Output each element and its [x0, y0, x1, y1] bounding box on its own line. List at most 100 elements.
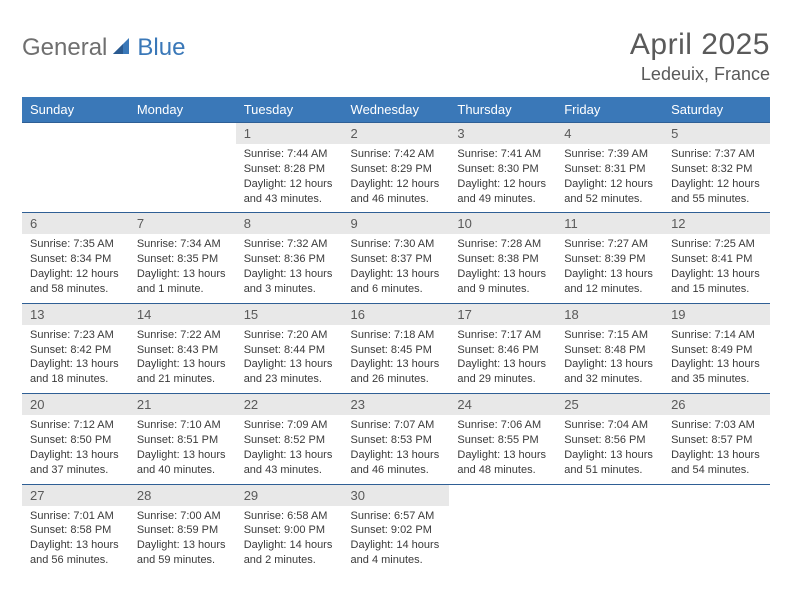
daylight-line: Daylight: 12 hours and 43 minutes.: [244, 178, 333, 205]
day-number-empty: [663, 485, 770, 506]
sunset-line: Sunset: 8:58 PM: [30, 524, 111, 536]
logo-sail-icon: [111, 36, 133, 61]
daylight-line: Daylight: 13 hours and 54 minutes.: [671, 449, 760, 476]
day-body: Sunrise: 7:34 AMSunset: 8:35 PMDaylight:…: [129, 234, 236, 302]
daylight-line: Daylight: 13 hours and 1 minute.: [137, 268, 226, 295]
header: General Blue April 2025 Ledeuix, France: [22, 28, 770, 85]
day-body: Sunrise: 7:17 AMSunset: 8:46 PMDaylight:…: [449, 325, 556, 393]
sunset-line: Sunset: 8:32 PM: [671, 163, 752, 175]
sunset-line: Sunset: 8:52 PM: [244, 434, 325, 446]
sunset-line: Sunset: 8:31 PM: [564, 163, 645, 175]
daylight-line: Daylight: 13 hours and 46 minutes.: [351, 449, 440, 476]
sunrise-line: Sunrise: 7:37 AM: [671, 148, 755, 160]
calendar-cell: 22Sunrise: 7:09 AMSunset: 8:52 PMDayligh…: [236, 394, 343, 484]
sunset-line: Sunset: 8:48 PM: [564, 344, 645, 356]
daylight-line: Daylight: 13 hours and 43 minutes.: [244, 449, 333, 476]
calendar-cell: 18Sunrise: 7:15 AMSunset: 8:48 PMDayligh…: [556, 303, 663, 393]
calendar-cell: 2Sunrise: 7:42 AMSunset: 8:29 PMDaylight…: [343, 123, 450, 213]
day-body: Sunrise: 7:32 AMSunset: 8:36 PMDaylight:…: [236, 234, 343, 302]
day-number: 24: [449, 394, 556, 415]
day-number: 30: [343, 485, 450, 506]
calendar-cell: 1Sunrise: 7:44 AMSunset: 8:28 PMDaylight…: [236, 123, 343, 213]
daylight-line: Daylight: 13 hours and 23 minutes.: [244, 358, 333, 385]
logo: General Blue: [22, 28, 185, 62]
day-body-empty: [22, 144, 129, 202]
daylight-line: Daylight: 13 hours and 15 minutes.: [671, 268, 760, 295]
sunset-line: Sunset: 8:53 PM: [351, 434, 432, 446]
day-body: Sunrise: 6:57 AMSunset: 9:02 PMDaylight:…: [343, 506, 450, 574]
daylight-line: Daylight: 13 hours and 12 minutes.: [564, 268, 653, 295]
day-body: Sunrise: 7:44 AMSunset: 8:28 PMDaylight:…: [236, 144, 343, 212]
calendar-cell: 13Sunrise: 7:23 AMSunset: 8:42 PMDayligh…: [22, 303, 129, 393]
day-number: 17: [449, 304, 556, 325]
day-number: 15: [236, 304, 343, 325]
day-number: 23: [343, 394, 450, 415]
daylight-line: Daylight: 12 hours and 46 minutes.: [351, 178, 440, 205]
sunset-line: Sunset: 8:42 PM: [30, 344, 111, 356]
sunrise-line: Sunrise: 7:17 AM: [457, 329, 541, 341]
daylight-line: Daylight: 13 hours and 59 minutes.: [137, 539, 226, 566]
day-body: Sunrise: 7:18 AMSunset: 8:45 PMDaylight:…: [343, 325, 450, 393]
day-number: 19: [663, 304, 770, 325]
daylight-line: Daylight: 13 hours and 9 minutes.: [457, 268, 546, 295]
calendar-cell: 16Sunrise: 7:18 AMSunset: 8:45 PMDayligh…: [343, 303, 450, 393]
daylight-line: Daylight: 13 hours and 6 minutes.: [351, 268, 440, 295]
calendar-cell: 14Sunrise: 7:22 AMSunset: 8:43 PMDayligh…: [129, 303, 236, 393]
sunset-line: Sunset: 8:44 PM: [244, 344, 325, 356]
sunrise-line: Sunrise: 7:18 AM: [351, 329, 435, 341]
sunrise-line: Sunrise: 7:10 AM: [137, 419, 221, 431]
calendar-cell: 7Sunrise: 7:34 AMSunset: 8:35 PMDaylight…: [129, 213, 236, 303]
sunset-line: Sunset: 9:00 PM: [244, 524, 325, 536]
calendar-body: 1Sunrise: 7:44 AMSunset: 8:28 PMDaylight…: [22, 123, 770, 574]
calendar-week: 20Sunrise: 7:12 AMSunset: 8:50 PMDayligh…: [22, 394, 770, 484]
sunrise-line: Sunrise: 7:39 AM: [564, 148, 648, 160]
sunrise-line: Sunrise: 7:42 AM: [351, 148, 435, 160]
daylight-line: Daylight: 13 hours and 48 minutes.: [457, 449, 546, 476]
day-number: 20: [22, 394, 129, 415]
calendar-cell: 11Sunrise: 7:27 AMSunset: 8:39 PMDayligh…: [556, 213, 663, 303]
sunrise-line: Sunrise: 7:00 AM: [137, 510, 221, 522]
day-body: Sunrise: 7:28 AMSunset: 8:38 PMDaylight:…: [449, 234, 556, 302]
sunset-line: Sunset: 8:39 PM: [564, 253, 645, 265]
sunrise-line: Sunrise: 7:01 AM: [30, 510, 114, 522]
day-number: 7: [129, 213, 236, 234]
day-header: Saturday: [663, 97, 770, 123]
sunrise-line: Sunrise: 7:03 AM: [671, 419, 755, 431]
sunset-line: Sunset: 8:41 PM: [671, 253, 752, 265]
day-number: 22: [236, 394, 343, 415]
sunrise-line: Sunrise: 7:25 AM: [671, 238, 755, 250]
calendar-week: 13Sunrise: 7:23 AMSunset: 8:42 PMDayligh…: [22, 303, 770, 393]
calendar-table: SundayMondayTuesdayWednesdayThursdayFrid…: [22, 97, 770, 574]
sunset-line: Sunset: 8:37 PM: [351, 253, 432, 265]
sunrise-line: Sunrise: 6:58 AM: [244, 510, 328, 522]
calendar-cell: 29Sunrise: 6:58 AMSunset: 9:00 PMDayligh…: [236, 484, 343, 574]
day-body: Sunrise: 7:41 AMSunset: 8:30 PMDaylight:…: [449, 144, 556, 212]
calendar-cell: 25Sunrise: 7:04 AMSunset: 8:56 PMDayligh…: [556, 394, 663, 484]
daylight-line: Daylight: 13 hours and 37 minutes.: [30, 449, 119, 476]
calendar-cell: 15Sunrise: 7:20 AMSunset: 8:44 PMDayligh…: [236, 303, 343, 393]
sunrise-line: Sunrise: 6:57 AM: [351, 510, 435, 522]
daylight-line: Daylight: 12 hours and 55 minutes.: [671, 178, 760, 205]
daylight-line: Daylight: 13 hours and 35 minutes.: [671, 358, 760, 385]
day-number-empty: [22, 123, 129, 144]
calendar-cell: 24Sunrise: 7:06 AMSunset: 8:55 PMDayligh…: [449, 394, 556, 484]
calendar-cell: [449, 484, 556, 574]
sunset-line: Sunset: 8:56 PM: [564, 434, 645, 446]
day-number: 4: [556, 123, 663, 144]
sunrise-line: Sunrise: 7:14 AM: [671, 329, 755, 341]
calendar-cell: 28Sunrise: 7:00 AMSunset: 8:59 PMDayligh…: [129, 484, 236, 574]
calendar-cell: 27Sunrise: 7:01 AMSunset: 8:58 PMDayligh…: [22, 484, 129, 574]
day-header: Sunday: [22, 97, 129, 123]
day-number: 8: [236, 213, 343, 234]
calendar-cell: 5Sunrise: 7:37 AMSunset: 8:32 PMDaylight…: [663, 123, 770, 213]
sunset-line: Sunset: 8:51 PM: [137, 434, 218, 446]
day-body: Sunrise: 7:15 AMSunset: 8:48 PMDaylight:…: [556, 325, 663, 393]
day-number: 28: [129, 485, 236, 506]
sunset-line: Sunset: 8:36 PM: [244, 253, 325, 265]
daylight-line: Daylight: 13 hours and 26 minutes.: [351, 358, 440, 385]
calendar-cell: 17Sunrise: 7:17 AMSunset: 8:46 PMDayligh…: [449, 303, 556, 393]
day-number: 10: [449, 213, 556, 234]
day-number: 12: [663, 213, 770, 234]
calendar-cell: 8Sunrise: 7:32 AMSunset: 8:36 PMDaylight…: [236, 213, 343, 303]
daylight-line: Daylight: 12 hours and 52 minutes.: [564, 178, 653, 205]
